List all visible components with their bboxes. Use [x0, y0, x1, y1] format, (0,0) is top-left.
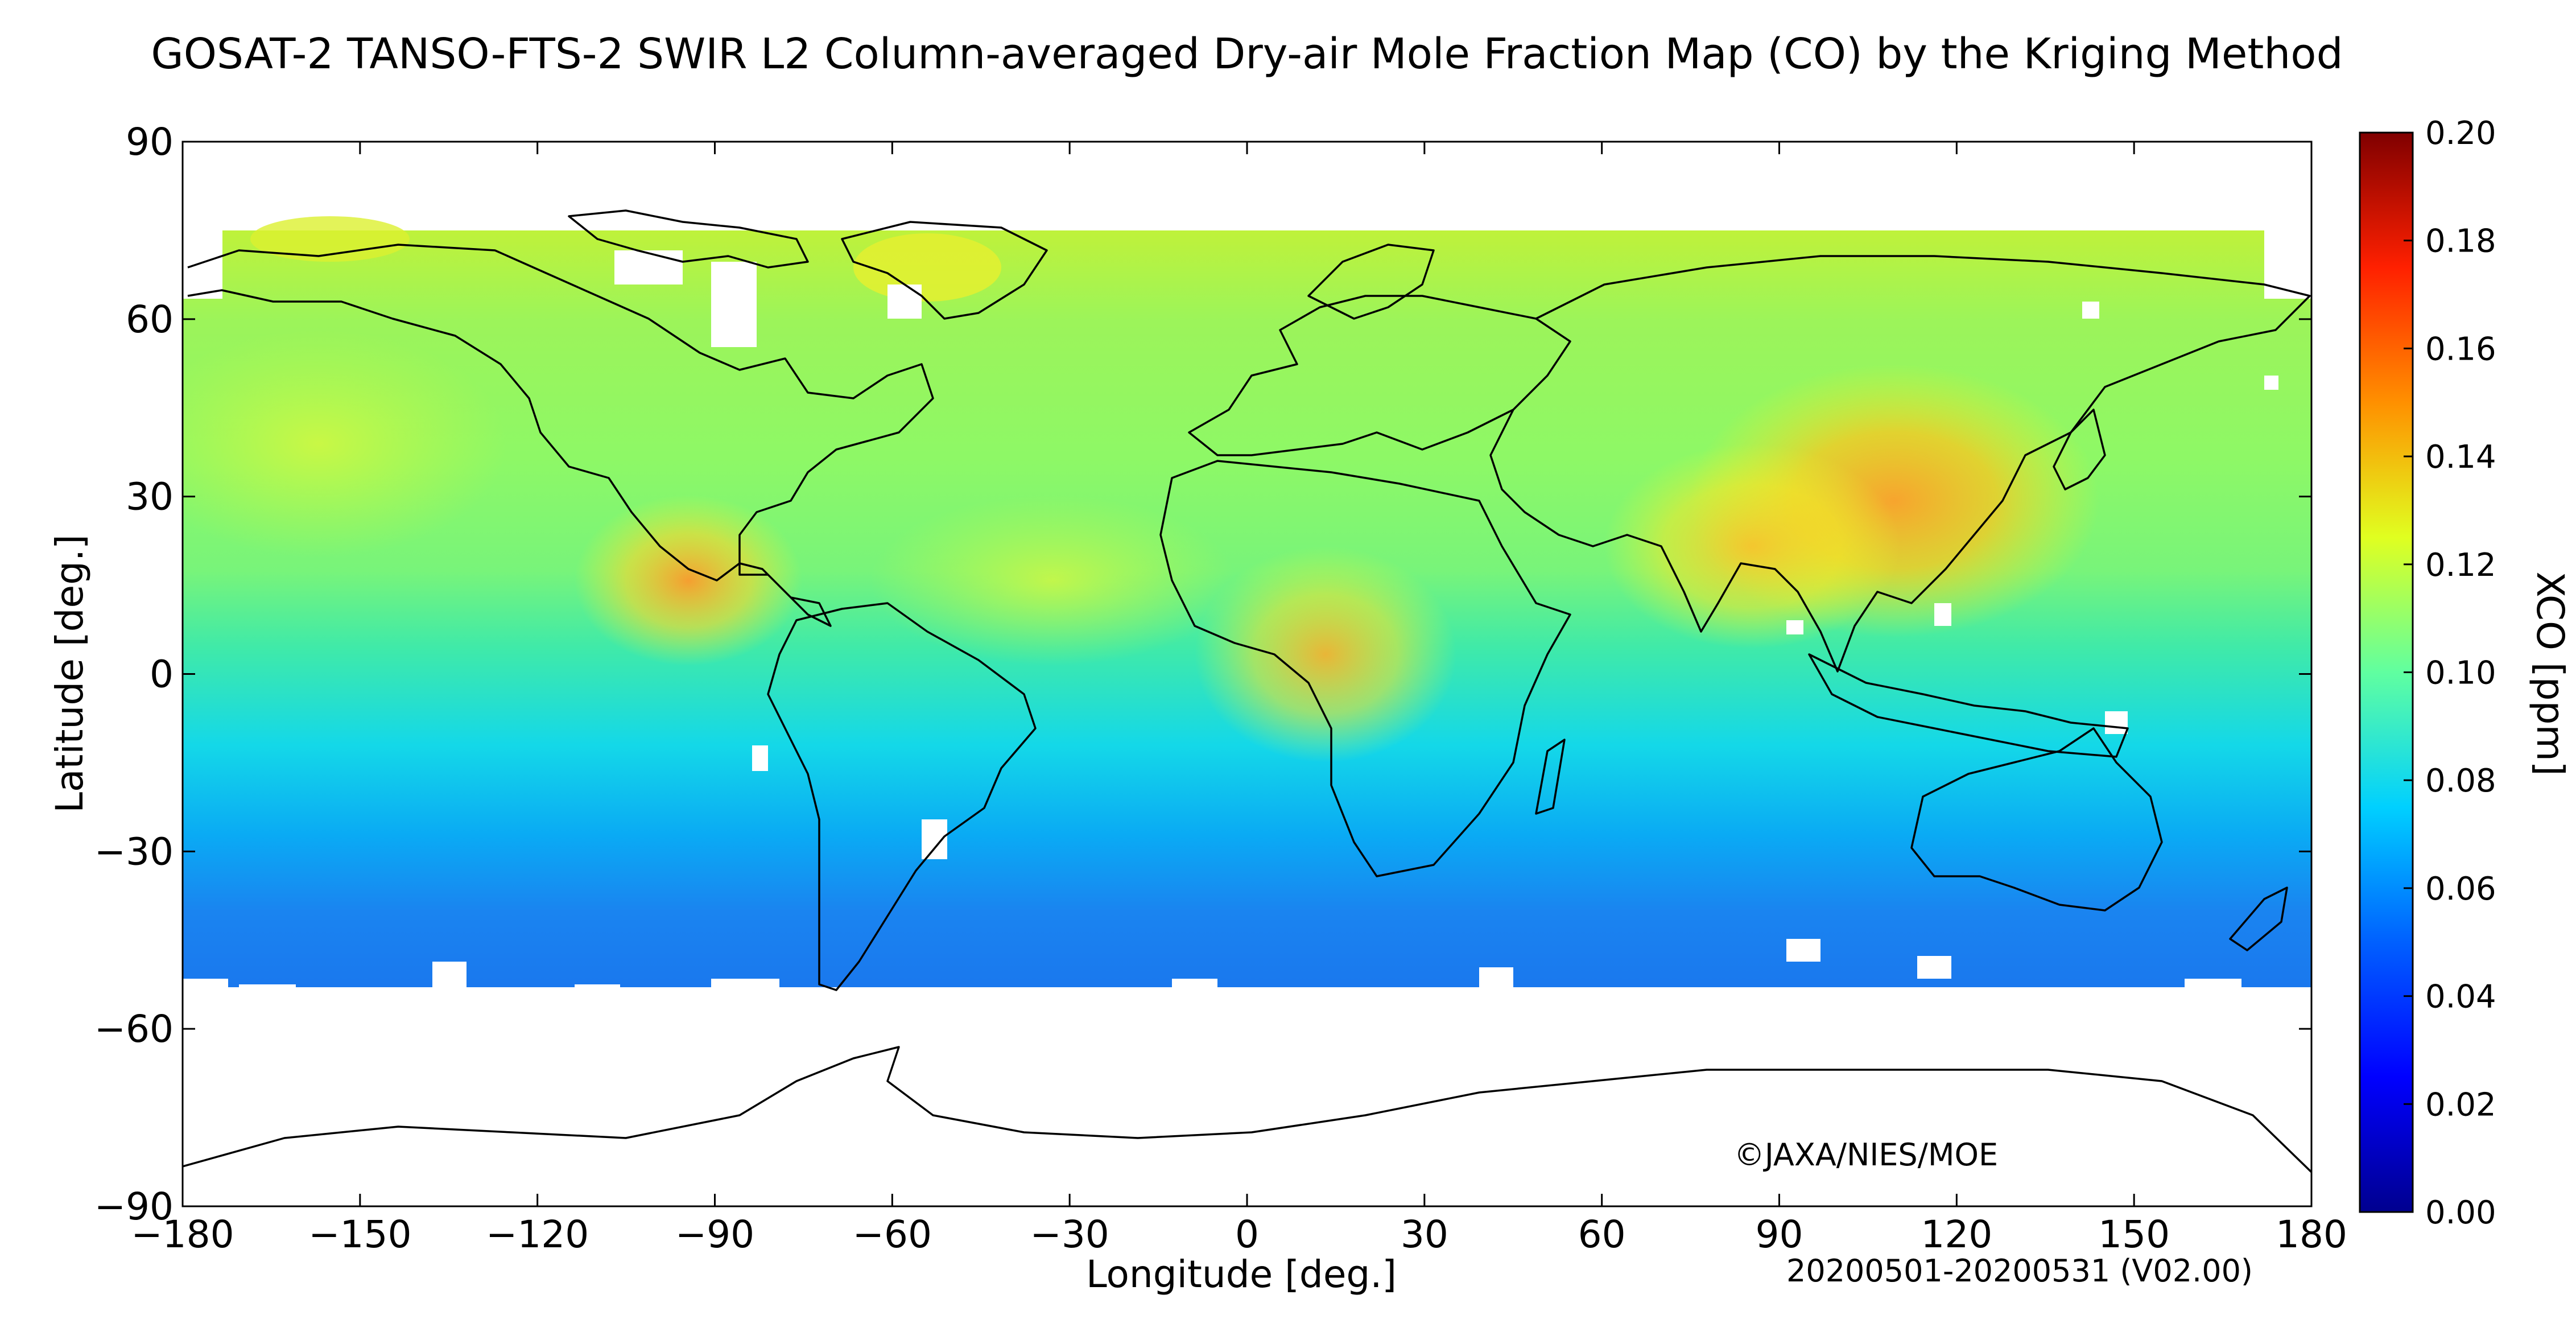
y-tick-label: 60	[126, 298, 174, 341]
colorbar-ticks: 0.20 0.18 0.16 0.14 0.12 0.10 0.08 0.06 0.04 0.02…	[2404, 115, 2496, 1231]
coverage-gap-south-3	[432, 962, 467, 996]
coastline-new-zealand	[2229, 887, 2288, 951]
colorbar: 0.20 0.18 0.16 0.14 0.12 0.10 0.08 0.06 0.04 0.02…	[2359, 115, 2572, 1231]
coastline-scandinavia	[1307, 244, 1435, 320]
coastline-japan	[2053, 409, 2106, 490]
enhancement-north-pacific	[183, 330, 506, 558]
colorbar-tick-label: 0.16	[2425, 331, 2496, 368]
coverage-gap-south-8	[1786, 939, 1820, 962]
y-tick-label: 30	[126, 475, 174, 519]
x-tick-label: 0	[1235, 1213, 1259, 1256]
coastline-indonesia	[1808, 653, 2129, 758]
coastline-madagascar	[1535, 739, 1566, 815]
enhancement-central-africa	[1195, 546, 1456, 762]
colorbar-tick-label: 0.18	[2425, 223, 2496, 260]
coverage-gap-south-6	[1172, 979, 1217, 996]
y-tick-label: 0	[150, 653, 174, 696]
coverage-gap-3	[1786, 620, 1803, 634]
copyright-note: ©JAXA/NIES/MOE	[1734, 1137, 1998, 1173]
enhancement-tropical-atlantic	[870, 495, 1235, 666]
coverage-gap-south-9	[1917, 956, 1951, 979]
y-axis-label: Latitude [deg.]	[48, 534, 92, 813]
colorbar-tick-label: 0.14	[2425, 439, 2496, 476]
coastline-north-america	[187, 244, 934, 627]
coastline-asia	[1489, 255, 2311, 673]
x-tick-label: −90	[675, 1213, 754, 1256]
colorbar-tick-label: 0.02	[2425, 1086, 2496, 1123]
coastline-arctic-islands	[568, 209, 809, 269]
y-tick-label: −90	[94, 1185, 174, 1228]
x-tick-label: −60	[853, 1213, 932, 1256]
coverage-gap-5	[2105, 711, 2128, 734]
x-axis-label: Longitude [deg.]	[1086, 1252, 1397, 1296]
coverage-gap-south-4	[575, 984, 620, 996]
x-tick-label: 90	[1756, 1213, 1803, 1256]
x-tick-label: −180	[131, 1213, 234, 1256]
coverage-gap-south-5	[711, 979, 779, 996]
date-range-note: 20200501-20200531 (V02.00)	[1786, 1253, 2253, 1289]
coverage-gap-south-10	[2185, 979, 2241, 996]
x-tick-label: 150	[2098, 1213, 2170, 1256]
colorbar-tick-label: 0.00	[2425, 1194, 2496, 1231]
xco-field	[183, 216, 2311, 996]
coverage-gap-1	[752, 745, 768, 771]
coastline-antarctica	[183, 1046, 2311, 1173]
coastline-greenland	[841, 221, 1048, 320]
coverage-gap-north-5	[887, 285, 922, 319]
enhancement-greenland	[853, 233, 1001, 302]
coastline-africa	[1159, 460, 1571, 877]
y-axis-ticks: 90 60 30 0 −30 −60 −90	[94, 120, 2311, 1228]
colorbar-tick-label: 0.12	[2425, 547, 2496, 584]
coverage-gap-north-3	[614, 250, 683, 285]
coverage-gap-north-6	[2082, 302, 2099, 319]
x-tick-label: 120	[1921, 1213, 1992, 1256]
coverage-gap-north-7	[2264, 376, 2278, 390]
coastlines	[183, 209, 2311, 1173]
x-tick-label: 60	[1578, 1213, 1626, 1256]
coastline-australia	[1910, 727, 2163, 912]
y-tick-label: −30	[94, 830, 174, 873]
coverage-gap-north-1	[183, 230, 222, 299]
coverage-gap-4	[1934, 603, 1951, 626]
colorbar-tick-label: 0.10	[2425, 655, 2496, 692]
x-tick-label: −30	[1030, 1213, 1109, 1256]
x-axis-ticks: −180 −150 −120 −90 −60 −30 0 30 60 90 120 150 180	[131, 142, 2347, 1256]
coverage-gap-north-2	[2264, 230, 2311, 299]
coastline-south-america	[767, 602, 1037, 991]
coverage-gap-south-7	[1479, 967, 1513, 996]
colorbar-tick-label: 0.04	[2425, 979, 2496, 1016]
colorbar-tick-label: 0.20	[2425, 115, 2496, 152]
colorbar-tick-label: 0.06	[2425, 871, 2496, 908]
colorbar-label: XCO [ppm]	[2528, 571, 2572, 776]
x-tick-label: −150	[308, 1213, 411, 1256]
coverage-gap-north-4	[711, 262, 757, 347]
enhancement-arctic-pacific	[250, 216, 410, 262]
x-tick-label: −120	[486, 1213, 589, 1256]
y-tick-label: 90	[126, 120, 174, 164]
x-tick-label: 30	[1401, 1213, 1448, 1256]
enhancement-central-america	[575, 495, 802, 666]
x-tick-label: 180	[2276, 1213, 2347, 1256]
coverage-gap-2	[922, 819, 947, 859]
coastline-europe	[1188, 295, 1571, 456]
colorbar-tick-label: 0.08	[2425, 762, 2496, 799]
enhancement-south-asia	[1604, 444, 1900, 649]
coverage-gap-south-2	[239, 984, 296, 996]
chart-title: GOSAT-2 TANSO-FTS-2 SWIR L2 Column-avera…	[151, 30, 2343, 79]
coverage-gap-south-1	[183, 979, 228, 996]
y-tick-label: −60	[94, 1007, 174, 1051]
